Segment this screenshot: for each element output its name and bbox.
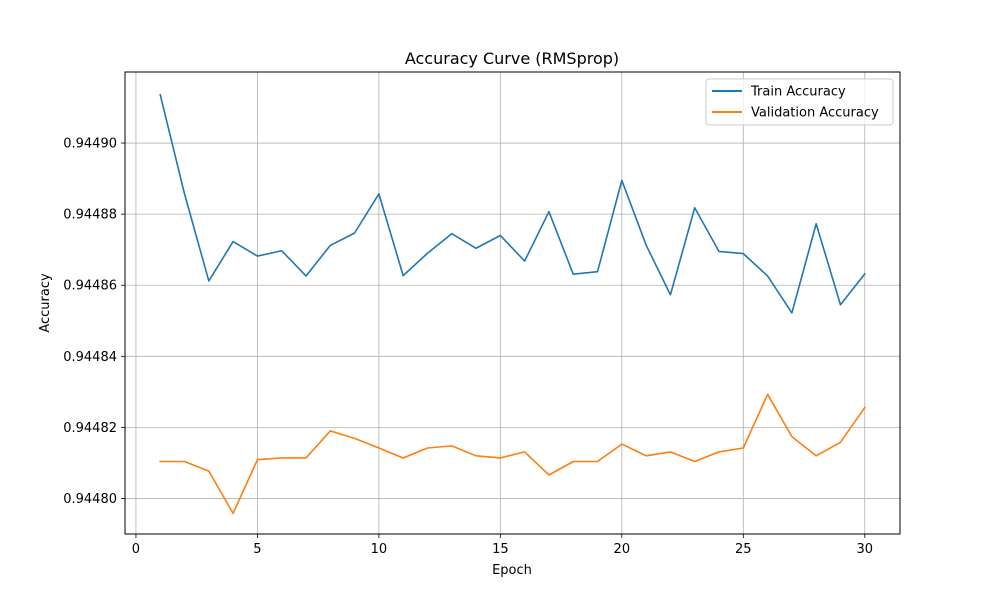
- train-accuracy-line: [159, 93, 866, 314]
- x-tick-label: 25: [735, 542, 752, 557]
- tick-layer: 0 5 10 15 20 25 30 0.94480 0.94482 0.94484 0.94486…: [63, 137, 873, 557]
- legend-label-validation: Validation Accuracy: [751, 106, 879, 121]
- legend: Train Accuracy Validation Accuracy: [705, 78, 894, 126]
- y-tick-label: 0.94490: [63, 137, 117, 152]
- x-tick-label: 20: [614, 542, 631, 557]
- x-tick-label: 5: [253, 542, 261, 557]
- y-tick-label: 0.94488: [63, 208, 117, 223]
- grid-layer: [125, 72, 900, 534]
- legend-box: [705, 78, 894, 126]
- plot-frame: [124, 71, 901, 535]
- series-layer: [159, 93, 866, 515]
- x-tick-label: 30: [856, 542, 873, 557]
- chart-title: Accuracy Curve (RMSprop): [405, 49, 619, 68]
- y-tick-label: 0.94482: [63, 421, 117, 436]
- x-tick-label: 0: [132, 542, 140, 557]
- validation-accuracy-line: [159, 393, 866, 515]
- y-axis-label: Accuracy: [38, 273, 53, 333]
- y-tick-label: 0.94484: [63, 350, 117, 365]
- y-tick-label: 0.94480: [63, 492, 117, 507]
- x-tick-label: 15: [492, 542, 509, 557]
- x-axis-label: Epoch: [492, 563, 532, 578]
- legend-label-train: Train Accuracy: [750, 85, 846, 100]
- x-tick-label: 10: [371, 542, 388, 557]
- y-tick-label: 0.94486: [63, 279, 117, 294]
